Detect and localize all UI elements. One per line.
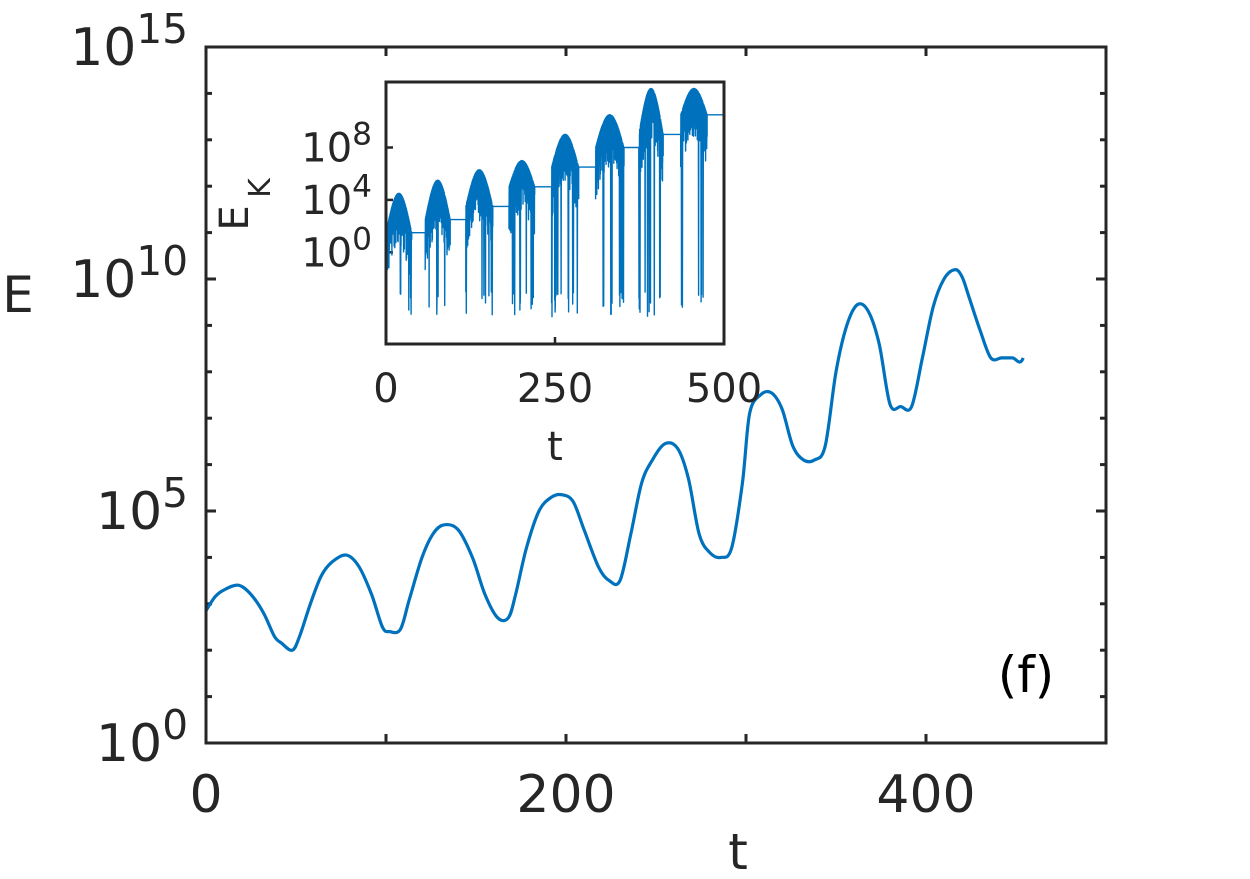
main-x-tick-label: 0 [189, 765, 222, 825]
inset-series-layer [386, 87, 724, 318]
main-plot-frame [204, 45, 1108, 745]
main-x-tick-label: 200 [516, 765, 615, 825]
main-y-tick-label-exponent: 0 [162, 701, 188, 749]
main-y-tick-label: 1015 [70, 5, 188, 78]
main-y-axis-title: E [2, 266, 34, 324]
main-y-tick-label-exponent: 10 [136, 237, 188, 285]
inset-burst-2 [425, 180, 451, 249]
inset-x-axis-title: t [547, 424, 563, 470]
inset-burst-1 [386, 193, 412, 262]
inset-x-tick-label: 250 [517, 366, 593, 412]
inset-burst-4 [509, 160, 535, 216]
inset-y-tick-label-base: 10 [301, 230, 352, 276]
inset-burst-5 [551, 134, 579, 196]
main-y-tick-label-exponent: 5 [162, 469, 188, 517]
main-y-tick-label-base: 10 [96, 714, 162, 774]
inset-y-tick-label: 104 [301, 169, 372, 224]
main-y-tick-label-exponent: 15 [136, 5, 188, 53]
inset-x-tick-label: 0 [373, 366, 398, 412]
inset-y-axis-title-subscript: K [243, 177, 278, 198]
main-x-tick-labels: 0 200 400 [189, 765, 975, 825]
main-y-tick-label: 100 [96, 701, 188, 774]
main-series-layer [204, 268, 1025, 652]
main-y-tick-label-base: 10 [70, 18, 136, 78]
inset-plot-frame [384, 80, 726, 346]
panel-label: (f) [998, 646, 1055, 704]
inset-y-axis-title-main: E [212, 205, 258, 230]
inset-y-tick-label-exponent: 4 [352, 169, 372, 205]
inset-burst-7 [638, 88, 664, 164]
main-x-axis-title: t [728, 823, 748, 879]
inset-y-axis-title: E K [212, 177, 278, 231]
main-y-tick-label: 105 [96, 469, 188, 542]
inset-y-tick-label: 100 [301, 221, 372, 276]
inset-x-tick-label: 500 [686, 366, 762, 412]
main-y-tick-label-base: 10 [70, 250, 136, 310]
inset-y-tick-label-base: 10 [301, 126, 352, 172]
inset-burst-8 [680, 88, 708, 144]
inset-burst-6 [595, 114, 624, 177]
main-y-tick-label: 1010 [70, 237, 188, 310]
inset-series-group [386, 87, 724, 318]
main-x-tick-label: 400 [876, 765, 975, 825]
inset-y-tick-label-exponent: 0 [352, 221, 372, 257]
inset-y-tick-label: 108 [301, 117, 372, 172]
inset-y-tick-label-base: 10 [301, 178, 352, 224]
main-y-tick-label-base: 10 [96, 482, 162, 542]
inset-y-tick-label-exponent: 8 [352, 117, 372, 153]
inset-x-tick-labels: 0 250 500 [373, 366, 762, 412]
main-series-line [204, 268, 1025, 652]
inset-burst-3 [465, 169, 493, 236]
